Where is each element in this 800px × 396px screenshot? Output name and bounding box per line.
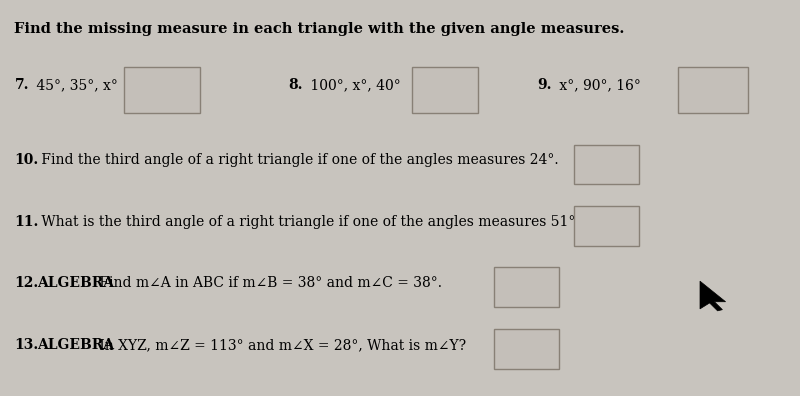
- FancyBboxPatch shape: [124, 67, 200, 113]
- Text: Find the third angle of a right triangle if one of the angles measures 24°.: Find the third angle of a right triangle…: [37, 153, 558, 168]
- Text: ALGEBRA: ALGEBRA: [37, 276, 114, 290]
- Text: ALGEBRA: ALGEBRA: [37, 338, 114, 352]
- Text: 9.: 9.: [538, 78, 552, 92]
- Text: What is the third angle of a right triangle if one of the angles measures 51°?: What is the third angle of a right trian…: [37, 215, 582, 229]
- Text: 45°, 35°, x°: 45°, 35°, x°: [32, 78, 118, 92]
- Text: Find m∠A in ABC if m∠B = 38° and m∠C = 38°.: Find m∠A in ABC if m∠B = 38° and m∠C = 3…: [95, 276, 442, 290]
- FancyBboxPatch shape: [494, 267, 559, 307]
- Text: 11.: 11.: [14, 215, 38, 229]
- Text: 100°, x°, 40°: 100°, x°, 40°: [306, 78, 400, 92]
- Text: x°, 90°, 16°: x°, 90°, 16°: [555, 78, 641, 92]
- Polygon shape: [700, 281, 726, 311]
- FancyBboxPatch shape: [678, 67, 748, 113]
- Text: 8.: 8.: [288, 78, 302, 92]
- FancyBboxPatch shape: [574, 206, 639, 246]
- FancyBboxPatch shape: [574, 145, 639, 184]
- Text: 10.: 10.: [14, 153, 38, 168]
- Text: 12.: 12.: [14, 276, 38, 290]
- FancyBboxPatch shape: [412, 67, 478, 113]
- Text: In XYZ, m∠Z = 113° and m∠X = 28°, What is m∠Y?: In XYZ, m∠Z = 113° and m∠X = 28°, What i…: [95, 338, 466, 352]
- Text: 7.: 7.: [14, 78, 29, 92]
- Text: 13.: 13.: [14, 338, 38, 352]
- Text: Find the missing measure in each triangle with the given angle measures.: Find the missing measure in each triangl…: [14, 22, 625, 36]
- FancyBboxPatch shape: [494, 329, 559, 369]
